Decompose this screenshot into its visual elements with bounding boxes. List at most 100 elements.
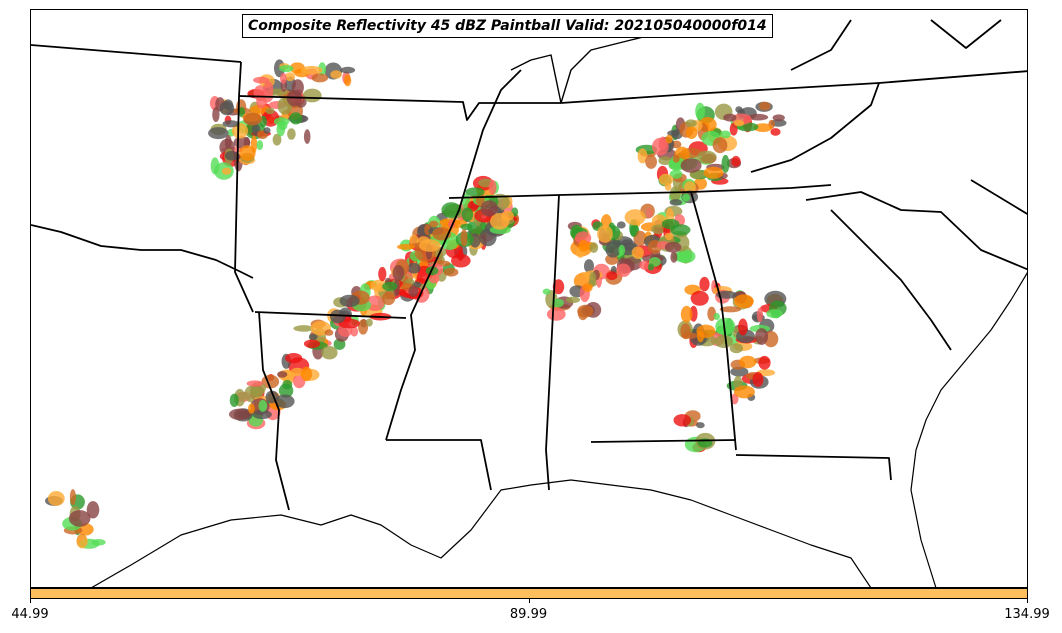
reflectivity-blob xyxy=(637,148,648,164)
reflectivity-blob xyxy=(733,385,756,399)
reflectivity-blob xyxy=(272,133,282,146)
reflectivity-blob xyxy=(720,130,731,139)
reflectivity-blob xyxy=(647,263,655,271)
reflectivity-blob xyxy=(665,134,673,144)
reflectivity-blob xyxy=(618,244,626,256)
reflectivity-blob xyxy=(275,394,295,409)
reflectivity-blob xyxy=(716,290,737,299)
map-panel: Composite Reflectivity 45 dBZ Paintball … xyxy=(30,9,1028,588)
state-border-la-tx xyxy=(258,311,290,511)
reflectivity-blob xyxy=(256,140,264,151)
reflectivity-blob xyxy=(47,491,65,506)
reflectivity-blob xyxy=(239,145,256,162)
reflectivity-blob xyxy=(280,72,287,84)
reflectivity-blob xyxy=(719,306,742,313)
reflectivity-blob xyxy=(285,72,296,82)
reflectivity-blob xyxy=(731,155,741,167)
atlantic-coastline xyxy=(910,272,1027,587)
reflectivity-blob xyxy=(716,327,731,335)
reflectivity-blob xyxy=(685,126,698,139)
reflectivity-blob xyxy=(229,393,239,407)
reflectivity-blob xyxy=(279,65,294,73)
reflectivity-blob xyxy=(324,329,334,336)
reflectivity-blob xyxy=(246,380,264,387)
reflectivity-blob xyxy=(759,101,771,111)
reflectivity-blob xyxy=(441,202,462,218)
reflectivity-blob xyxy=(68,510,91,527)
reflectivity-blob xyxy=(658,156,672,166)
reflectivity-blob xyxy=(252,409,272,420)
reflectivity-blob xyxy=(282,379,293,390)
reflectivity-blob xyxy=(624,209,646,226)
state-border-al-ga xyxy=(690,191,737,451)
reflectivity-blob xyxy=(699,276,710,292)
reflectivity-blob xyxy=(723,113,737,122)
reflectivity-blob xyxy=(91,539,106,546)
reflectivity-blob xyxy=(631,246,644,259)
reflectivity-blob xyxy=(664,232,674,241)
reflectivity-blob xyxy=(670,251,678,263)
reflectivity-blob xyxy=(467,219,487,235)
reflectivity-blob xyxy=(311,73,329,83)
state-border-va xyxy=(750,82,880,173)
reflectivity-blob xyxy=(669,169,683,179)
reflectivity-blob xyxy=(291,79,304,96)
reflectivity-blob xyxy=(753,123,773,132)
reflectivity-blob xyxy=(338,318,360,329)
reflectivity-blob xyxy=(772,114,785,122)
colorbar-tick-mark xyxy=(528,599,530,603)
reflectivity-blob xyxy=(735,106,743,113)
reflectivity-blob xyxy=(577,304,594,318)
reflectivity-blob xyxy=(730,393,739,405)
reflectivity-blob xyxy=(551,298,564,308)
state-border-ms-al xyxy=(545,194,560,491)
colorbar xyxy=(30,588,1028,599)
reflectivity-blob xyxy=(208,127,229,140)
reflectivity-blob xyxy=(248,403,255,414)
reflectivity-blob xyxy=(221,167,232,175)
reflectivity-blob xyxy=(770,128,781,136)
state-border-la-ms xyxy=(386,439,492,491)
reflectivity-blob xyxy=(664,241,682,253)
reflectivity-blob xyxy=(672,154,680,163)
state-border-top-right xyxy=(930,19,1002,49)
state-border-nc-sc xyxy=(805,191,1027,271)
reflectivity-blob xyxy=(222,120,240,128)
colorbar-tick-label: 44.99 xyxy=(11,607,49,622)
state-border-red-river xyxy=(31,224,254,279)
state-border-ok-ar xyxy=(234,95,254,313)
reflectivity-blob xyxy=(606,271,618,281)
reflectivity-blob xyxy=(747,113,769,121)
reflectivity-blob xyxy=(756,307,764,323)
reflectivity-blob xyxy=(429,220,439,228)
reflectivity-map xyxy=(31,19,1027,587)
state-border-ga-sc xyxy=(830,209,952,351)
reflectivity-blob xyxy=(714,335,734,348)
reflectivity-blob xyxy=(382,281,398,291)
reflectivity-blob xyxy=(285,353,303,364)
reflectivity-blob xyxy=(713,312,720,321)
state-border-ar-la xyxy=(254,311,407,319)
reflectivity-blob xyxy=(408,285,419,297)
reflectivity-blob xyxy=(219,101,235,116)
reflectivity-blob xyxy=(680,158,702,173)
reflectivity-blob xyxy=(303,339,321,349)
reflectivity-blob xyxy=(542,288,551,295)
reflectivity-blob xyxy=(428,274,440,284)
reflectivity-blob xyxy=(86,501,100,519)
state-border-mo-ok xyxy=(238,61,242,97)
state-border-ga-fl xyxy=(735,454,892,481)
reflectivity-blob xyxy=(460,223,473,230)
reflectivity-blob xyxy=(224,134,232,151)
reflectivity-blob xyxy=(574,231,592,245)
reflectivity-blob xyxy=(488,179,497,195)
reflectivity-blob xyxy=(287,128,296,140)
reflectivity-blob xyxy=(552,279,565,295)
colorbar-tick-label: 134.99 xyxy=(1004,607,1050,622)
reflectivity-blob xyxy=(365,318,373,327)
reflectivity-blob xyxy=(696,422,705,429)
reflectivity-blob xyxy=(340,66,356,74)
reflectivity-blob xyxy=(76,534,88,549)
reflectivity-blob xyxy=(680,305,693,323)
reflectivity-blob xyxy=(739,355,757,369)
